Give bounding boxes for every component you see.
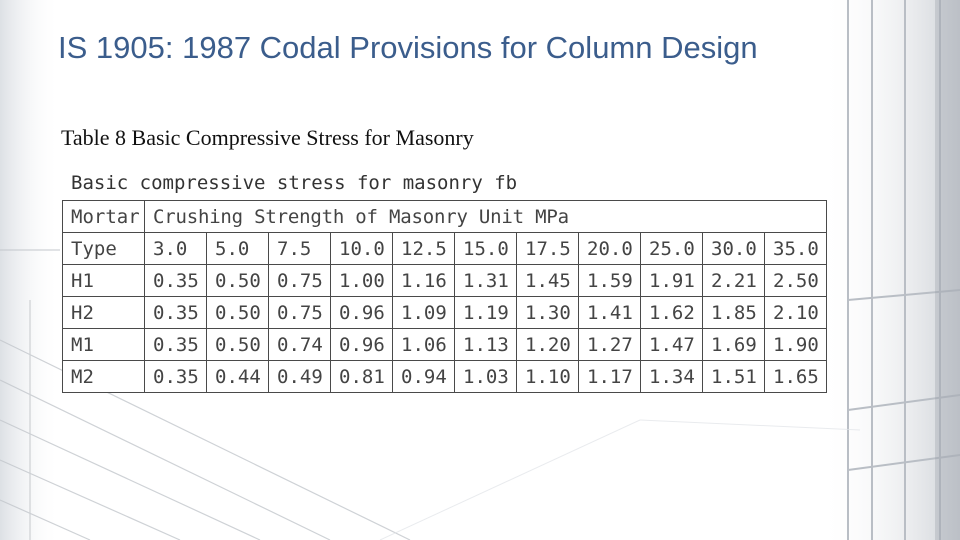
stress-cell: 1.34 <box>640 360 703 393</box>
stress-cell: 1.30 <box>516 296 579 329</box>
slide-subtitle: Table 8 Basic Compressive Stress for Mas… <box>61 125 474 150</box>
table-caption: Basic compressive stress for masonry fb <box>71 172 518 194</box>
stress-cell: 1.20 <box>516 328 579 361</box>
header-crushing-strength: Crushing Strength of Masonry Unit MPa <box>144 200 827 233</box>
stress-cell: 1.13 <box>454 328 517 361</box>
header-mortar: Mortar <box>62 200 145 233</box>
strength-cell: 5.0 <box>206 232 269 265</box>
strength-cell: 10.0 <box>330 232 393 265</box>
slide-title: IS 1905: 1987 Codal Provisions for Colum… <box>58 30 758 65</box>
stress-cell: 0.81 <box>330 360 393 393</box>
stress-cell: 1.16 <box>392 264 455 297</box>
stress-cell: 1.51 <box>702 360 765 393</box>
stress-cell: 0.35 <box>144 296 207 329</box>
mortar-type-cell: M2 <box>62 360 145 393</box>
stress-cell: 1.69 <box>702 328 765 361</box>
stress-cell: 0.35 <box>144 328 207 361</box>
strength-cell: 3.0 <box>144 232 207 265</box>
stress-cell: 0.44 <box>206 360 269 393</box>
stress-cell: 1.27 <box>578 328 641 361</box>
stress-cell: 1.31 <box>454 264 517 297</box>
table-header-row: Mortar Crushing Strength of Masonry Unit… <box>62 200 827 233</box>
stress-cell: 1.62 <box>640 296 703 329</box>
stress-table-container: Mortar Crushing Strength of Masonry Unit… <box>62 200 827 393</box>
strength-cell: 25.0 <box>640 232 703 265</box>
stress-cell: 0.35 <box>144 360 207 393</box>
stress-cell: 2.21 <box>702 264 765 297</box>
table-row: M2 0.35 0.44 0.49 0.81 0.94 1.03 1.10 1.… <box>62 360 827 393</box>
stress-cell: 1.10 <box>516 360 579 393</box>
stress-cell: 1.59 <box>578 264 641 297</box>
table-row: H2 0.35 0.50 0.75 0.96 1.09 1.19 1.30 1.… <box>62 296 827 329</box>
mortar-type-cell: H1 <box>62 264 145 297</box>
stress-cell: 0.50 <box>206 264 269 297</box>
strength-cell: 7.5 <box>268 232 331 265</box>
stress-cell: 0.50 <box>206 296 269 329</box>
stress-cell: 0.96 <box>330 328 393 361</box>
strength-cell: 15.0 <box>454 232 517 265</box>
stress-cell: 1.65 <box>764 360 827 393</box>
table-row: H1 0.35 0.50 0.75 1.00 1.16 1.31 1.45 1.… <box>62 264 827 297</box>
stress-cell: 1.45 <box>516 264 579 297</box>
strength-cell: 20.0 <box>578 232 641 265</box>
stress-cell: 1.91 <box>640 264 703 297</box>
stress-cell: 1.00 <box>330 264 393 297</box>
stress-cell: 1.09 <box>392 296 455 329</box>
stress-cell: 0.74 <box>268 328 331 361</box>
strength-cell: 30.0 <box>702 232 765 265</box>
stress-cell: 1.19 <box>454 296 517 329</box>
strength-cell: 12.5 <box>392 232 455 265</box>
table-row: M1 0.35 0.50 0.74 0.96 1.06 1.13 1.20 1.… <box>62 328 827 361</box>
strength-cell: 35.0 <box>764 232 827 265</box>
stress-cell: 0.49 <box>268 360 331 393</box>
stress-cell: 0.35 <box>144 264 207 297</box>
stress-cell: 0.96 <box>330 296 393 329</box>
stress-cell: 1.41 <box>578 296 641 329</box>
stress-cell: 1.17 <box>578 360 641 393</box>
stress-cell: 1.06 <box>392 328 455 361</box>
header-type: Type <box>62 232 145 265</box>
basic-compressive-stress-table: Mortar Crushing Strength of Masonry Unit… <box>62 200 827 393</box>
stress-cell: 0.75 <box>268 264 331 297</box>
mortar-type-cell: H2 <box>62 296 145 329</box>
table-strength-row: Type 3.0 5.0 7.5 10.0 12.5 15.0 17.5 20.… <box>62 232 827 265</box>
stress-cell: 0.94 <box>392 360 455 393</box>
stress-cell: 0.75 <box>268 296 331 329</box>
mortar-type-cell: M1 <box>62 328 145 361</box>
stress-cell: 2.10 <box>764 296 827 329</box>
stress-cell: 1.47 <box>640 328 703 361</box>
stress-cell: 2.50 <box>764 264 827 297</box>
stress-cell: 0.50 <box>206 328 269 361</box>
strength-cell: 17.5 <box>516 232 579 265</box>
stress-cell: 1.85 <box>702 296 765 329</box>
stress-cell: 1.03 <box>454 360 517 393</box>
stress-cell: 1.90 <box>764 328 827 361</box>
